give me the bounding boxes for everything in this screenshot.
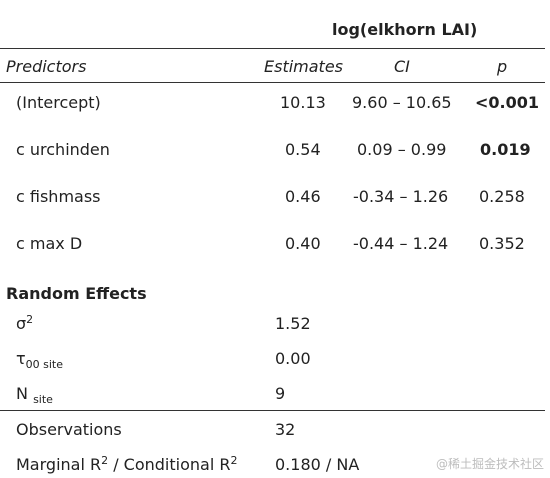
p-value: <0.001 xyxy=(475,93,540,112)
observations-value: 32 xyxy=(275,420,296,439)
estimate-value: 0.40 xyxy=(285,234,321,253)
header-rule xyxy=(0,48,545,49)
sigma-squared-value: 1.52 xyxy=(275,314,311,333)
r-squared-value: 0.180 / NA xyxy=(275,455,360,474)
model-title: log(elkhorn LAI) xyxy=(332,20,478,39)
observations-label: Observations xyxy=(16,420,122,439)
sigma-symbol: σ xyxy=(16,314,27,333)
column-header-rule xyxy=(0,82,545,83)
watermark-text: @稀土掘金技术社区 xyxy=(435,457,544,471)
col-header-estimates: Estimates xyxy=(264,57,344,76)
ci-value: -0.44 – 1.24 xyxy=(353,234,449,253)
r2-marginal-text: Marginal R xyxy=(16,455,102,474)
tau-label: τ00 site xyxy=(16,349,64,371)
r2-conditional-text: / Conditional R xyxy=(108,455,231,474)
n-site-value: 9 xyxy=(275,384,286,403)
predictor-label: (Intercept) xyxy=(16,93,101,112)
ci-value: -0.34 – 1.26 xyxy=(353,187,449,206)
predictor-label: c fishmass xyxy=(16,187,101,206)
sigma-superscript: 2 xyxy=(26,313,34,326)
ci-value: 9.60 – 10.65 xyxy=(352,93,452,112)
tau-subscript: 00 site xyxy=(25,358,64,371)
n-symbol: N xyxy=(16,384,28,403)
random-effects-heading: Random Effects xyxy=(6,284,147,303)
predictor-label: c urchinden xyxy=(16,140,110,159)
p-value: 0.352 xyxy=(479,234,525,253)
col-header-predictors: Predictors xyxy=(6,57,87,76)
p-value: 0.258 xyxy=(479,187,525,206)
n-site-label: N site xyxy=(16,384,53,406)
estimate-value: 10.13 xyxy=(280,93,326,112)
ci-value: 0.09 – 0.99 xyxy=(357,140,447,159)
n-subscript: site xyxy=(33,393,53,406)
estimate-value: 0.46 xyxy=(285,187,321,206)
estimate-value: 0.54 xyxy=(285,140,321,159)
col-header-ci: CI xyxy=(394,57,410,76)
r-squared-label: Marginal R2 / Conditional R2 xyxy=(16,455,237,475)
predictor-label: c max D xyxy=(16,234,83,253)
r2-conditional-sup: 2 xyxy=(230,454,238,467)
sigma-squared-label: σ2 xyxy=(16,314,33,334)
col-header-p: p xyxy=(497,57,508,76)
p-value: 0.019 xyxy=(480,140,531,159)
tau-value: 0.00 xyxy=(275,349,311,368)
tau-symbol: τ xyxy=(16,349,26,368)
footer-rule xyxy=(0,410,545,411)
r2-marginal-sup: 2 xyxy=(101,454,109,467)
